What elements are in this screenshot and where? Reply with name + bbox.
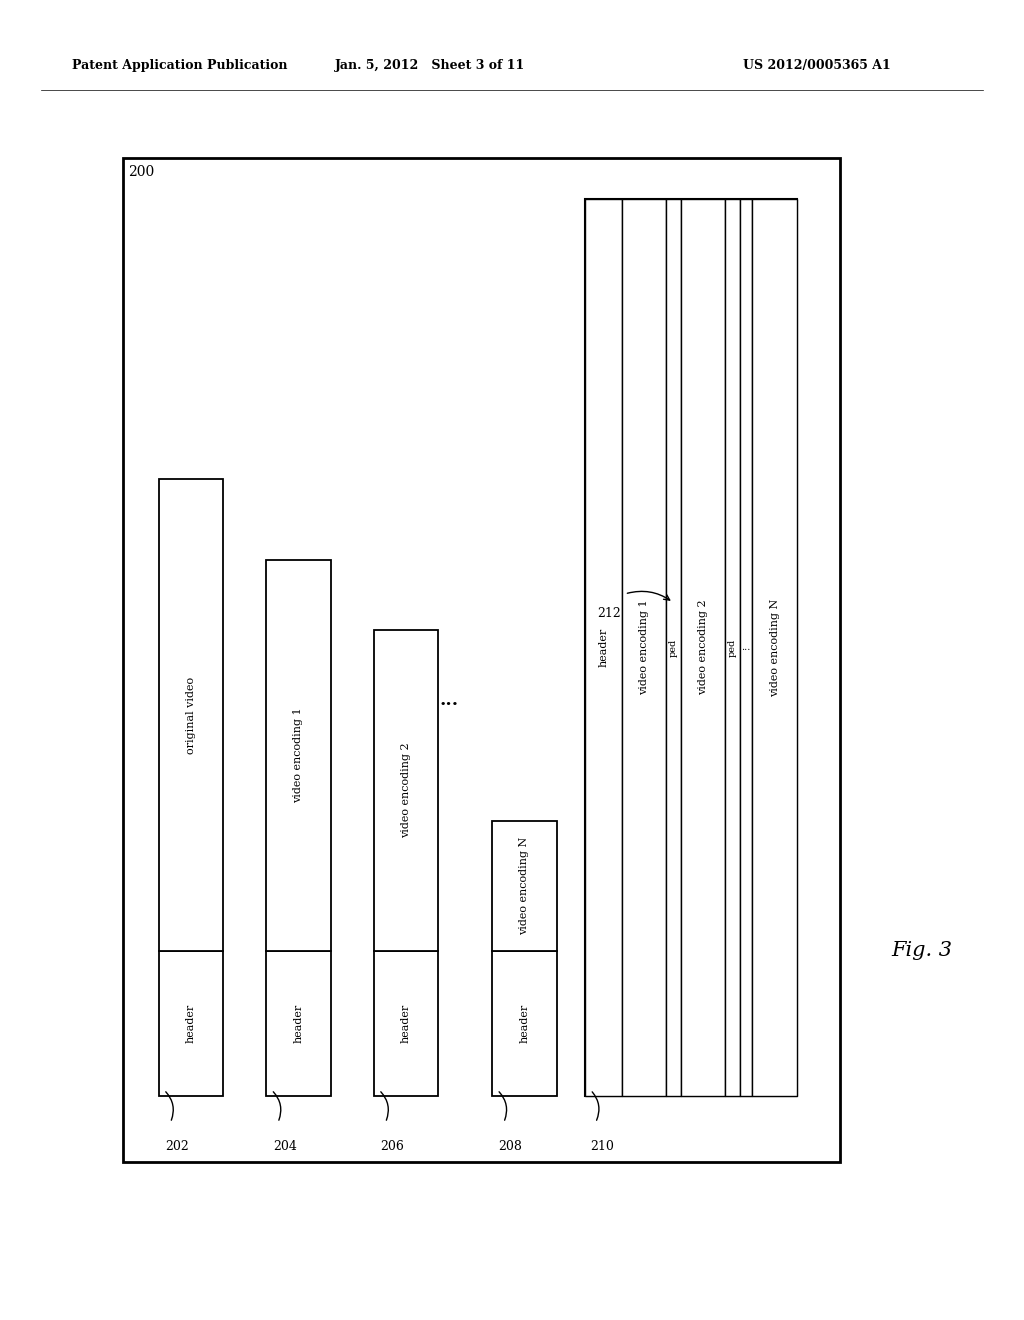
Text: 210: 210 — [590, 1140, 614, 1154]
Bar — [159, 950, 223, 1097]
Bar — [666, 198, 681, 1097]
Text: original video: original video — [186, 677, 196, 754]
Text: Fig. 3: Fig. 3 — [891, 941, 952, 960]
Bar — [622, 198, 666, 1097]
Text: ...: ... — [439, 692, 459, 709]
Text: ped: ped — [728, 639, 736, 656]
Bar — [374, 630, 438, 950]
Bar — [266, 560, 331, 950]
Bar — [681, 198, 725, 1097]
Bar — [492, 950, 557, 1097]
Bar — [492, 821, 557, 950]
Text: video encoding N: video encoding N — [770, 598, 779, 697]
Text: header: header — [519, 1005, 529, 1043]
Text: US 2012/0005365 A1: US 2012/0005365 A1 — [743, 59, 891, 73]
Text: Jan. 5, 2012   Sheet 3 of 11: Jan. 5, 2012 Sheet 3 of 11 — [335, 59, 525, 73]
Bar — [585, 198, 797, 1097]
Text: header: header — [186, 1005, 196, 1043]
Text: video encoding 1: video encoding 1 — [639, 599, 649, 696]
Text: ped: ped — [669, 639, 678, 656]
Text: Patent Application Publication: Patent Application Publication — [72, 59, 287, 73]
Bar — [753, 198, 797, 1097]
Bar — [585, 198, 622, 1097]
Bar — [739, 198, 753, 1097]
Text: video encoding 2: video encoding 2 — [401, 743, 411, 838]
Text: header: header — [294, 1005, 303, 1043]
Bar — [159, 479, 223, 950]
Text: 202: 202 — [165, 1140, 188, 1154]
Text: 212: 212 — [597, 607, 622, 620]
Text: video encoding 1: video encoding 1 — [294, 708, 303, 803]
Text: 200: 200 — [128, 165, 155, 180]
Text: 204: 204 — [272, 1140, 297, 1154]
Text: 206: 206 — [380, 1140, 404, 1154]
Text: header: header — [401, 1005, 411, 1043]
Bar — [725, 198, 739, 1097]
Text: header: header — [598, 628, 608, 667]
Text: video encoding N: video encoding N — [519, 837, 529, 935]
Text: video encoding 2: video encoding 2 — [697, 599, 708, 696]
Bar — [123, 158, 840, 1162]
Text: ...: ... — [741, 643, 751, 652]
Bar — [266, 950, 331, 1097]
Text: 208: 208 — [499, 1140, 522, 1154]
Bar — [374, 950, 438, 1097]
